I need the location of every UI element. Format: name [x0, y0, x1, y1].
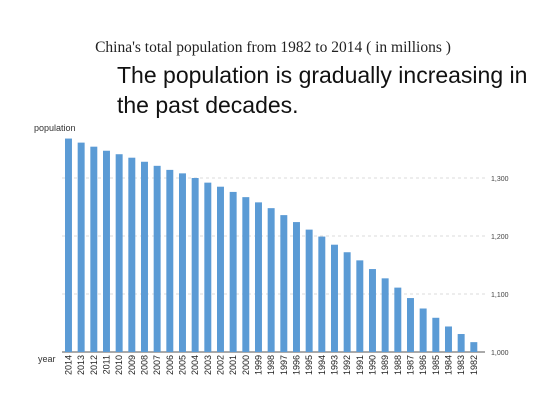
y-tick-label: 1,000: [491, 350, 509, 357]
x-tick-label: 1988: [393, 355, 403, 375]
chart-subtitle: The population is gradually increasing i…: [117, 62, 528, 118]
x-tick-label: 1983: [456, 355, 466, 375]
bar: [470, 342, 478, 352]
bar: [153, 165, 161, 352]
bar: [419, 308, 427, 352]
x-tick-label: 1991: [355, 355, 365, 375]
bar: [356, 260, 364, 352]
bar: [217, 186, 224, 352]
bar: [407, 298, 414, 352]
x-axis-ticks: 2014 2013 2012 2011 2010 2009 2008 2007 2006 2005…: [63, 355, 478, 375]
bar: [166, 169, 174, 352]
bar: [369, 269, 376, 352]
x-tick-label: 1986: [418, 355, 428, 375]
x-tick-label: 1990: [367, 355, 377, 375]
x-tick-label: 1998: [266, 355, 276, 375]
bar: [128, 157, 136, 352]
x-axis-label: year: [38, 354, 56, 364]
x-tick-label: 2004: [190, 355, 200, 375]
bar: [457, 334, 465, 352]
x-tick-label: 2005: [177, 355, 187, 375]
bar: [343, 252, 351, 352]
x-tick-label: 1995: [304, 355, 314, 375]
y-tick-label: 1,100: [491, 292, 509, 299]
x-tick-label: 2006: [165, 355, 175, 375]
x-tick-label: 1984: [443, 355, 453, 375]
bar: [141, 161, 148, 352]
x-tick-label: 2008: [139, 355, 149, 375]
chart-title: China's total population from 1982 to 20…: [95, 39, 451, 56]
x-tick-label: 2002: [215, 355, 225, 375]
x-tick-label: 2014: [63, 355, 73, 375]
bar: [103, 150, 110, 352]
x-tick-label: 2009: [127, 355, 137, 375]
x-tick-label: 1996: [291, 355, 301, 375]
bar: [331, 244, 338, 352]
y-axis-label: population: [34, 123, 76, 133]
x-tick-label: 1993: [329, 355, 339, 375]
x-tick-label: 2000: [241, 355, 251, 375]
bar: [77, 142, 85, 352]
x-tick-label: 2013: [76, 355, 86, 375]
bar: [445, 326, 452, 352]
x-tick-label: 2003: [203, 355, 213, 375]
x-tick-label: 2001: [228, 355, 238, 375]
bar: [280, 215, 288, 352]
x-tick-label: 1999: [253, 355, 263, 375]
x-tick-label: 2007: [152, 355, 162, 375]
bar: [90, 146, 98, 352]
bar: [204, 182, 212, 352]
bar-series: [65, 138, 478, 352]
bar: [179, 173, 186, 352]
bar: [191, 178, 199, 352]
bar: [242, 197, 250, 352]
x-tick-label: 1987: [405, 355, 415, 375]
x-tick-label: 2011: [101, 355, 111, 374]
x-tick-label: 2010: [114, 355, 124, 375]
x-tick-label: 1992: [342, 355, 352, 375]
bar: [229, 191, 237, 352]
x-tick-label: 2012: [89, 355, 99, 375]
bar: [255, 202, 262, 352]
bar: [381, 278, 389, 352]
x-tick-label: 1994: [317, 355, 327, 375]
bar: [305, 229, 313, 352]
x-tick-label: 1982: [469, 355, 479, 375]
x-tick-label: 1985: [431, 355, 441, 375]
bar: [267, 208, 275, 352]
bar: [318, 236, 326, 352]
bar: [65, 138, 72, 352]
y-axis-ticks: 1,000 1,100 1,200 1,300: [491, 176, 509, 357]
y-tick-label: 1,300: [491, 176, 509, 183]
y-tick-label: 1,200: [491, 234, 509, 241]
x-tick-label: 1989: [380, 355, 390, 375]
bar: [115, 154, 123, 352]
bar: [394, 287, 402, 352]
x-tick-label: 1997: [279, 355, 289, 375]
bar: [432, 317, 440, 352]
bar: [293, 222, 300, 352]
